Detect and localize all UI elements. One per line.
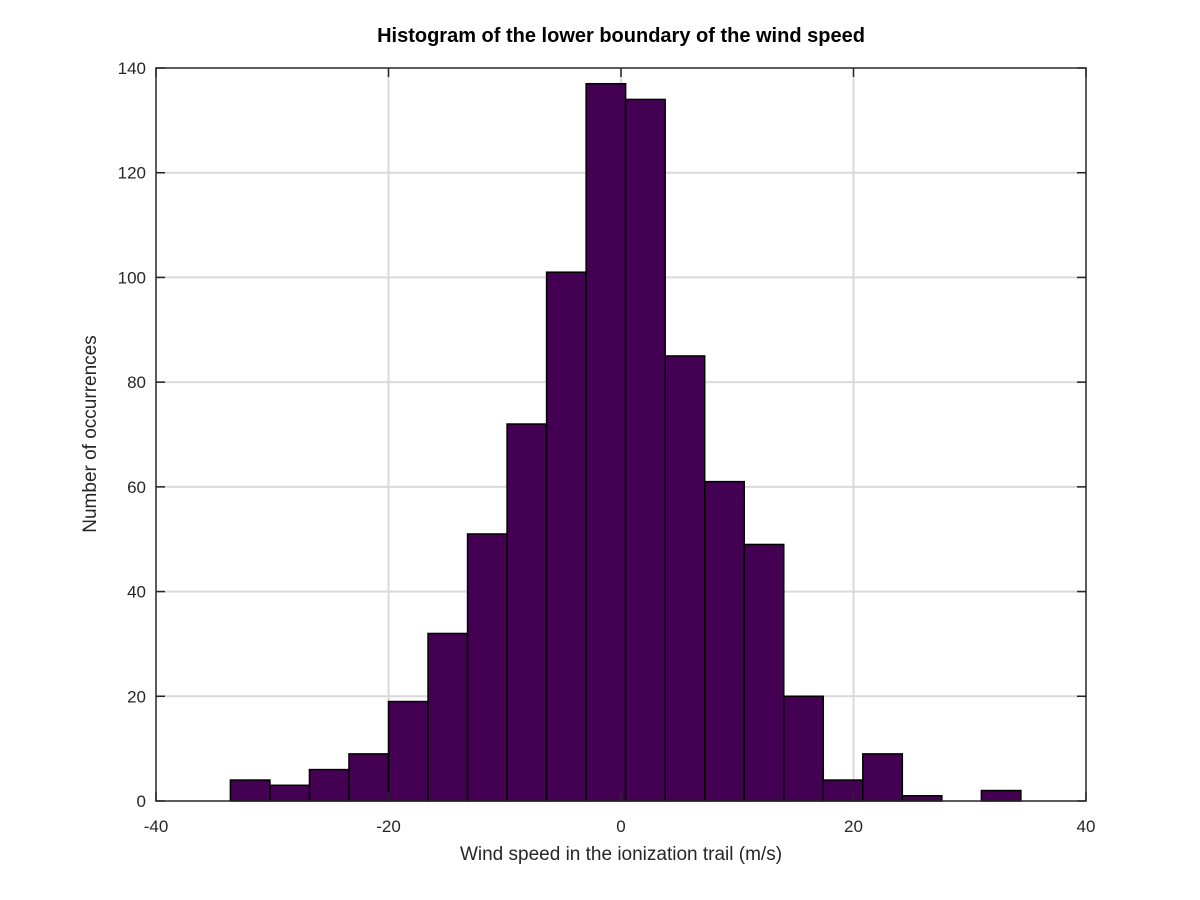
histogram-bar <box>901 795 943 802</box>
histogram-bar <box>308 768 350 802</box>
histogram-bar <box>703 480 745 802</box>
y-tick-label: 80 <box>127 373 146 392</box>
histogram-bar <box>585 82 627 802</box>
y-tick-label: 60 <box>127 478 146 497</box>
histogram-bar <box>506 423 548 802</box>
histogram-bar <box>466 533 508 802</box>
histogram-bar <box>822 779 864 802</box>
x-tick-label: 20 <box>844 817 863 836</box>
axis-ticks <box>155 67 1087 802</box>
histogram-bar <box>624 98 666 802</box>
histogram-bar <box>664 355 706 802</box>
x-tick-label: -40 <box>144 817 169 836</box>
x-axis-label: Wind speed in the ionization trail (m/s) <box>460 844 782 865</box>
histogram-bar <box>427 632 469 802</box>
histogram-bars <box>229 82 1022 802</box>
histogram-bar <box>348 753 390 802</box>
histogram-bar <box>387 700 429 802</box>
chart-title: Histogram of the lower boundary of the w… <box>377 25 865 47</box>
y-tick-label: 20 <box>127 687 146 706</box>
y-tick-label: 100 <box>118 268 146 287</box>
y-axis-label: Number of occurrences <box>80 335 101 532</box>
x-tick-label: -20 <box>376 817 401 836</box>
histogram-bar <box>862 753 904 802</box>
histogram-bar <box>783 695 825 802</box>
x-tick-label: 0 <box>616 817 625 836</box>
y-tick-label: 40 <box>127 583 146 602</box>
histogram-bar <box>743 543 785 802</box>
x-tick-label: 40 <box>1077 817 1096 836</box>
y-tick-labels: 0 20 40 60 80 100 120 140 <box>118 59 146 811</box>
x-tick-labels: -40 -20 0 20 40 <box>144 817 1096 836</box>
histogram-bar <box>229 779 271 802</box>
y-tick-label: 0 <box>137 792 146 811</box>
histogram-bar <box>269 784 311 802</box>
histogram-bar <box>545 271 587 802</box>
histogram-bar <box>980 789 1022 802</box>
y-tick-label: 120 <box>118 164 146 183</box>
y-tick-label: 140 <box>118 59 146 78</box>
